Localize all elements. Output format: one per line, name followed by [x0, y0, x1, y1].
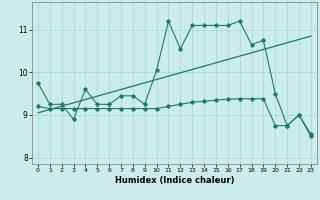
X-axis label: Humidex (Indice chaleur): Humidex (Indice chaleur)	[115, 176, 234, 185]
